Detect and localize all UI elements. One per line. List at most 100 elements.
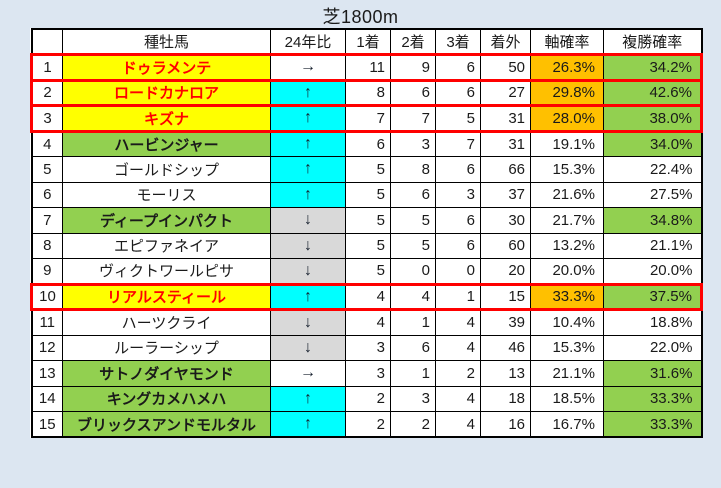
sire-name-cell: サトノダイヤモンド xyxy=(62,360,271,387)
header-unplaced: 着外 xyxy=(480,28,531,55)
place-rate-cell: 21.1% xyxy=(603,232,702,259)
table-row: 1 ドゥラメンテ → 11 9 6 50 26.3% 34.2% xyxy=(30,53,703,82)
place-rate-cell: 31.6% xyxy=(603,360,702,387)
third-place-cell: 3 xyxy=(435,181,481,208)
third-place-cell: 4 xyxy=(435,334,481,361)
second-place-cell: 1 xyxy=(390,309,436,336)
rank-cell: 11 xyxy=(31,309,63,336)
first-place-cell: 2 xyxy=(345,411,391,438)
sire-name-cell: ルーラーシップ xyxy=(62,334,271,361)
trend-cell: ↑ xyxy=(270,411,346,438)
first-place-cell: 6 xyxy=(345,130,391,157)
rank-cell: 13 xyxy=(31,360,63,387)
table-row: 3 キズナ ↑ 7 7 5 31 28.0% 38.0% xyxy=(30,104,703,133)
axis-rate-cell: 13.2% xyxy=(530,232,604,259)
table-row: 8 エピファネイア ↓ 5 5 6 60 13.2% 21.1% xyxy=(31,232,702,259)
sire-name-cell: キズナ xyxy=(62,104,271,133)
unplaced-cell: 16 xyxy=(480,411,531,438)
axis-rate-cell: 21.1% xyxy=(530,360,604,387)
table-row: 7 ディープインパクト ↓ 5 5 6 30 21.7% 34.8% xyxy=(31,207,702,234)
table-row: 9 ヴィクトワールピサ ↓ 5 0 0 20 20.0% 20.0% xyxy=(31,258,702,285)
unplaced-cell: 46 xyxy=(480,334,531,361)
header-axis-rate: 軸確率 xyxy=(530,28,604,55)
unplaced-cell: 18 xyxy=(480,385,531,412)
axis-rate-cell: 21.6% xyxy=(530,181,604,208)
place-rate-cell: 33.3% xyxy=(603,385,702,412)
unplaced-cell: 50 xyxy=(480,53,531,82)
first-place-cell: 7 xyxy=(345,104,391,133)
trend-cell: ↑ xyxy=(270,78,346,107)
axis-rate-cell: 18.5% xyxy=(530,385,604,412)
unplaced-cell: 66 xyxy=(480,156,531,183)
header-2nd: 2着 xyxy=(390,28,436,55)
trend-cell: ↑ xyxy=(270,181,346,208)
table-row: 12 ルーラーシップ ↓ 3 6 4 46 15.3% 22.0% xyxy=(31,334,702,361)
place-rate-cell: 20.0% xyxy=(603,258,702,285)
sire-name-cell: ヴィクトワールピサ xyxy=(62,258,271,285)
table-row: 11 ハーツクライ ↓ 4 1 4 39 10.4% 18.8% xyxy=(31,309,702,336)
third-place-cell: 4 xyxy=(435,411,481,438)
trend-cell: ↑ xyxy=(270,282,346,311)
third-place-cell: 4 xyxy=(435,309,481,336)
second-place-cell: 5 xyxy=(390,232,436,259)
first-place-cell: 5 xyxy=(345,207,391,234)
header-sire: 種牡馬 xyxy=(62,28,271,55)
header-row: 種牡馬 24年比 1着 2着 3着 着外 軸確率 複勝確率 xyxy=(31,28,702,55)
second-place-cell: 0 xyxy=(390,258,436,285)
place-rate-cell: 33.3% xyxy=(603,411,702,438)
sire-name-cell: エピファネイア xyxy=(62,232,271,259)
first-place-cell: 8 xyxy=(345,78,391,107)
rank-cell: 7 xyxy=(31,207,63,234)
first-place-cell: 5 xyxy=(345,258,391,285)
header-vs-2024: 24年比 xyxy=(270,28,346,55)
rank-cell: 12 xyxy=(31,334,63,361)
first-place-cell: 4 xyxy=(345,309,391,336)
second-place-cell: 2 xyxy=(390,411,436,438)
header-rank xyxy=(31,28,63,55)
unplaced-cell: 60 xyxy=(480,232,531,259)
axis-rate-cell: 20.0% xyxy=(530,258,604,285)
table-row: 14 キングカメハメハ ↑ 2 3 4 18 18.5% 33.3% xyxy=(31,385,702,412)
third-place-cell: 5 xyxy=(435,104,481,133)
rank-cell: 3 xyxy=(30,104,63,133)
third-place-cell: 4 xyxy=(435,385,481,412)
second-place-cell: 6 xyxy=(390,334,436,361)
third-place-cell: 7 xyxy=(435,130,481,157)
second-place-cell: 1 xyxy=(390,360,436,387)
rank-cell: 15 xyxy=(31,411,63,438)
place-rate-cell: 38.0% xyxy=(603,104,703,133)
second-place-cell: 3 xyxy=(390,385,436,412)
third-place-cell: 0 xyxy=(435,258,481,285)
place-rate-cell: 42.6% xyxy=(603,78,703,107)
table-row: 5 ゴールドシップ ↑ 5 8 6 66 15.3% 22.4% xyxy=(31,156,702,183)
table-row: 6 モーリス ↑ 5 6 3 37 21.6% 27.5% xyxy=(31,181,702,208)
sire-name-cell: ゴールドシップ xyxy=(62,156,271,183)
third-place-cell: 6 xyxy=(435,207,481,234)
trend-cell: → xyxy=(270,360,346,387)
place-rate-cell: 18.8% xyxy=(603,309,702,336)
place-rate-cell: 27.5% xyxy=(603,181,702,208)
trend-cell: ↓ xyxy=(270,258,346,285)
second-place-cell: 9 xyxy=(390,53,436,82)
unplaced-cell: 37 xyxy=(480,181,531,208)
table-row: 4 ハービンジャー ↑ 6 3 7 31 19.1% 34.0% xyxy=(31,130,702,157)
header-3rd: 3着 xyxy=(435,28,481,55)
first-place-cell: 4 xyxy=(345,282,391,311)
third-place-cell: 2 xyxy=(435,360,481,387)
axis-rate-cell: 19.1% xyxy=(530,130,604,157)
third-place-cell: 1 xyxy=(435,282,481,311)
first-place-cell: 3 xyxy=(345,334,391,361)
place-rate-cell: 34.0% xyxy=(603,130,702,157)
place-rate-cell: 22.4% xyxy=(603,156,702,183)
header-1st: 1着 xyxy=(345,28,391,55)
rank-cell: 8 xyxy=(31,232,63,259)
second-place-cell: 5 xyxy=(390,207,436,234)
second-place-cell: 4 xyxy=(390,282,436,311)
rank-cell: 2 xyxy=(30,78,63,107)
axis-rate-cell: 21.7% xyxy=(530,207,604,234)
axis-rate-cell: 29.8% xyxy=(530,78,604,107)
unplaced-cell: 30 xyxy=(480,207,531,234)
place-rate-cell: 34.8% xyxy=(603,207,702,234)
trend-cell: ↓ xyxy=(270,232,346,259)
